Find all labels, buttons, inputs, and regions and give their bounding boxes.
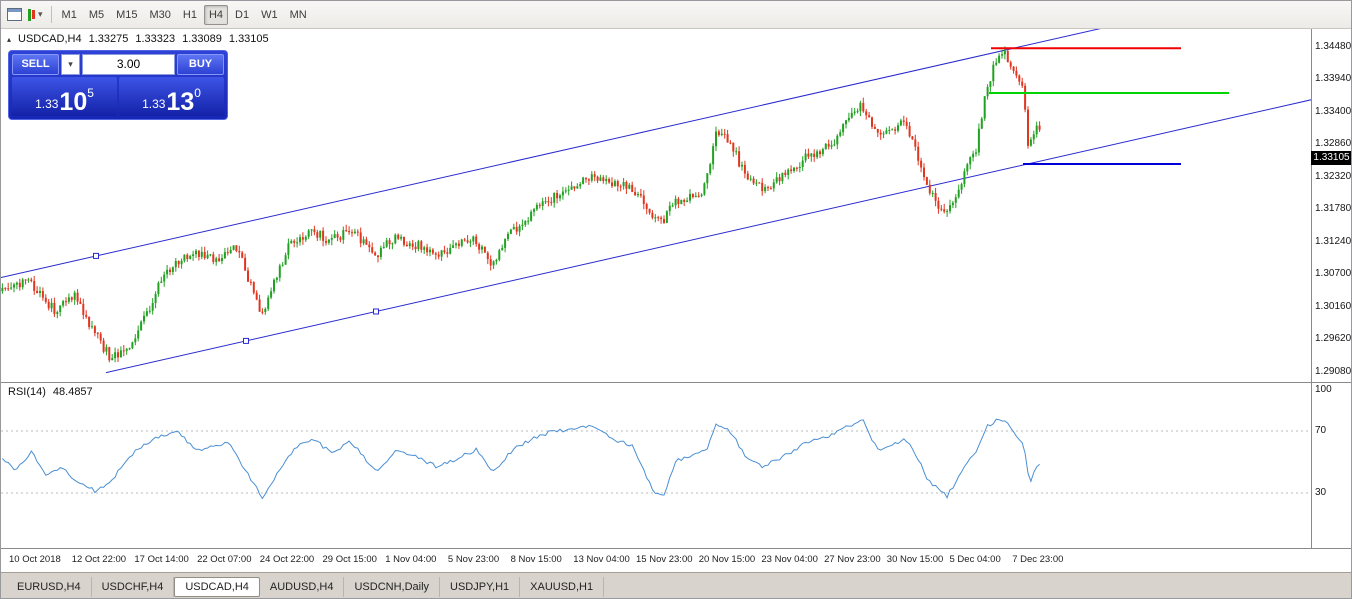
rsi-axis[interactable]: 100 70 30 [1311, 383, 1351, 548]
chart-objects-icon[interactable]: ▾ [25, 4, 46, 26]
toolbar: ▾ M1 M5 M15 M30 H1 H4 D1 W1 MN [1, 1, 1351, 29]
time-axis-label: 15 Nov 23:00 [636, 554, 693, 565]
bid-price-box[interactable]: 1.33 10 5 [12, 77, 117, 116]
time-axis-label: 7 Dec 23:00 [1012, 554, 1064, 565]
time-axis-label: 30 Nov 15:00 [886, 554, 944, 565]
price-axis-label: 1.32320 [1315, 170, 1352, 182]
ohlc-close: 1.33105 [228, 33, 269, 45]
bid-price-big: 10 [59, 87, 88, 116]
tf-button-d1[interactable]: D1 [235, 8, 250, 21]
time-axis-label: 27 Nov 23:00 [824, 554, 881, 565]
time-axis[interactable]: 10 Oct 2018 12 Oct 22:00 17 Oct 14:00 22 Oc… [1, 548, 1351, 572]
ask-price-prefix: 1.33 [142, 97, 166, 111]
channel-handle[interactable] [373, 308, 379, 315]
time-axis-label: 24 Oct 22:00 [259, 554, 315, 565]
toolbar-separator [50, 6, 52, 23]
tf-button-m1[interactable]: M1 [61, 8, 77, 21]
one-click-trading-panel: SELL ▾ 3.00 BUY 1.33 10 5 1.33 13 0 [8, 50, 228, 120]
spinner-caret-icon: ▾ [68, 59, 73, 69]
time-axis-label: 22 Oct 07:00 [197, 554, 252, 565]
time-axis-label: 23 Nov 04:00 [761, 554, 818, 565]
time-axis-label: 1 Nov 04:00 [385, 554, 437, 565]
time-axis-label: 8 Nov 15:00 [510, 554, 562, 565]
time-axis-label: 10 Oct 2018 [9, 554, 61, 565]
chart-tab-bar: EURUSD,H4 USDCHF,H4 USDCAD,H4 AUDUSD,H4 USDC… [1, 572, 1351, 598]
one-click-prices-row: 1.33 10 5 1.33 13 0 [12, 77, 224, 116]
ask-price-sup: 0 [194, 86, 201, 100]
one-click-controls-row: SELL ▾ 3.00 BUY [12, 54, 224, 75]
bid-price-sup: 5 [87, 86, 94, 100]
price-axis-label: 1.31780 [1315, 203, 1352, 215]
volume-field[interactable]: 3.00 [82, 54, 175, 75]
channel-lower-line[interactable] [105, 90, 1311, 374]
window-glyph [7, 8, 22, 21]
time-axis-label: 13 Nov 04:00 [573, 554, 630, 565]
rsi-axis-label: 100 [1315, 384, 1332, 395]
tf-button-m5[interactable]: M5 [88, 8, 105, 21]
ohlc-high: 1.33323 [135, 33, 176, 45]
timeframe-toolbar: M1 M5 M15 M30 H1 H4 D1 W1 MN [57, 4, 312, 25]
tf-button-mn[interactable]: MN [289, 8, 307, 21]
mini-up-candle-icon [28, 8, 31, 21]
price-axis-label: 1.32860 [1315, 138, 1352, 150]
rsi-title-bar: RSI(14) 48.4857 [8, 386, 93, 398]
price-axis-label: 1.33400 [1315, 105, 1352, 117]
volume-spinner[interactable]: ▾ [61, 54, 80, 75]
channel-upper-line[interactable] [1, 29, 1151, 278]
caret-down-icon: ▾ [38, 9, 43, 19]
price-axis-label: 1.29080 [1315, 365, 1352, 377]
tf-button-w1[interactable]: W1 [261, 8, 278, 21]
chart-window-icon[interactable] [4, 4, 25, 26]
rsi-axis-label: 30 [1315, 487, 1327, 498]
tab-xauusd-h1[interactable]: XAUUSD,H1 [520, 576, 605, 597]
current-price-tag: 1.33105 [1311, 150, 1351, 165]
price-axis-label: 1.30160 [1315, 300, 1352, 312]
price-axis-label: 1.29620 [1315, 333, 1352, 345]
tab-audusd-h4[interactable]: AUDUSD,H4 [260, 576, 345, 597]
channel-handle[interactable] [93, 252, 99, 259]
price-axis-label: 1.33940 [1315, 73, 1352, 85]
price-axis[interactable]: 1.34480 1.33940 1.33400 1.32860 1.32320 1.317… [1311, 29, 1352, 382]
tab-usdchf-h4[interactable]: USDCHF,H4 [92, 576, 175, 597]
tf-button-m30[interactable]: M30 [149, 8, 171, 21]
sell-button[interactable]: SELL [12, 54, 59, 75]
tf-button-h1[interactable]: H1 [182, 8, 197, 21]
price-axis-label: 1.30700 [1315, 268, 1352, 280]
chart-title-bar: ▴ USDCAD,H4 1.33275 1.33323 1.33089 1.33… [7, 33, 269, 45]
time-axis-label: 5 Nov 23:00 [447, 554, 500, 565]
ask-price-big: 13 [166, 87, 195, 116]
rsi-panel[interactable]: RSI(14) 48.4857 100 70 30 [1, 382, 1351, 548]
tab-eurusd-h4[interactable]: EURUSD,H4 [7, 576, 92, 597]
tf-button-h4[interactable]: H4 [203, 4, 229, 25]
symbol-marker-icon: ▴ [7, 34, 12, 44]
tab-usdcad-h4[interactable]: USDCAD,H4 [174, 576, 260, 597]
rsi-value: 48.4857 [52, 386, 93, 398]
time-axis-label: 5 Dec 04:00 [949, 554, 1001, 565]
mini-down-candle-icon [32, 10, 35, 19]
rsi-title: RSI(14) [8, 386, 46, 398]
symbol-title: USDCAD,H4 [18, 33, 82, 45]
chart-canvas[interactable]: ▴ USDCAD,H4 1.33275 1.33323 1.33089 1.33… [1, 29, 1352, 382]
rsi-line [2, 418, 1040, 500]
channel-handle[interactable] [243, 337, 249, 344]
tab-usdcnh-daily[interactable]: USDCNH,Daily [344, 576, 441, 597]
ask-price-box[interactable]: 1.33 13 0 [119, 77, 224, 116]
tf-button-m15[interactable]: M15 [116, 8, 138, 21]
rsi-axis-label: 70 [1315, 425, 1327, 436]
buy-button[interactable]: BUY [177, 54, 224, 75]
time-axis-label: 20 Nov 15:00 [698, 554, 756, 565]
ohlc-open: 1.33275 [88, 33, 129, 45]
time-axis-label: 17 Oct 14:00 [134, 554, 189, 565]
time-axis-label: 29 Oct 15:00 [322, 554, 377, 565]
price-axis-label: 1.31240 [1315, 235, 1352, 247]
time-axis-label: 12 Oct 22:00 [71, 554, 127, 565]
tab-usdjpy-h1[interactable]: USDJPY,H1 [440, 576, 521, 597]
price-axis-label: 1.34480 [1315, 41, 1352, 52]
ohlc-low: 1.33089 [182, 33, 222, 45]
rsi-chart-svg[interactable] [1, 383, 1311, 548]
price-chart-svg[interactable] [1, 29, 1311, 382]
bid-price-prefix: 1.33 [35, 97, 59, 111]
